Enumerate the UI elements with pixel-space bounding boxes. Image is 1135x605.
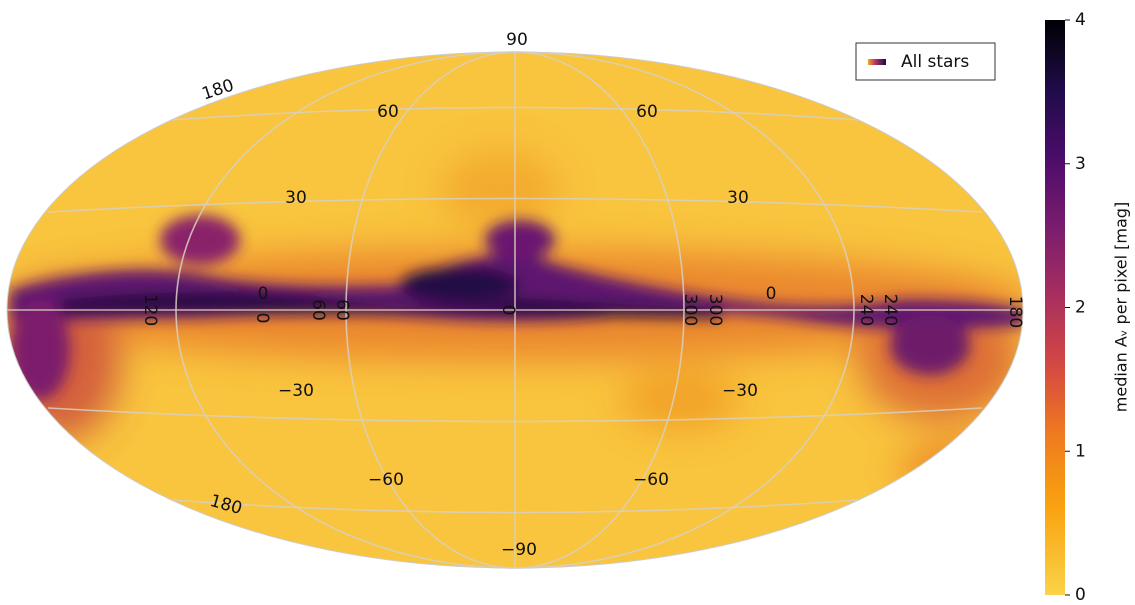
legend-label: All stars (901, 52, 969, 72)
grid-label: 300 (705, 294, 725, 326)
parallel (170, 499, 860, 514)
grid-label: 30 (285, 188, 307, 208)
colorbar-tick-label: 4 (1075, 10, 1086, 30)
grid-label: −90 (501, 540, 537, 560)
grid-label: 30 (727, 188, 749, 208)
colorbar-tick-label: 2 (1075, 298, 1086, 318)
colorbar-tick-label: 3 (1075, 154, 1086, 174)
graticule (6, 51, 1024, 569)
grid-label: 60 (377, 102, 399, 122)
colorbar-tick-label: 1 (1075, 441, 1086, 461)
parallel (47, 197, 983, 213)
grid-label: −60 (368, 470, 404, 490)
grid-label: 240 (856, 294, 876, 326)
grid-label: 0 (498, 305, 518, 316)
colorbar-label: median Aᵥ per pixel [mag] (1112, 202, 1131, 412)
colorbar-tick-label: 0 (1075, 585, 1086, 605)
grid-label: 180 (1005, 296, 1025, 328)
colorbar: median Aᵥ per pixel [mag] 0 1 2 3 4 (1045, 10, 1131, 605)
grid-label: −30 (722, 381, 758, 401)
legend: All stars (855, 42, 996, 81)
grid-label: 60 (332, 299, 352, 321)
grid-label: −60 (633, 470, 669, 490)
colorbar-gradient (1045, 20, 1065, 595)
parallel (47, 407, 983, 423)
grid-label: 300 (680, 294, 700, 326)
legend-swatch (868, 59, 886, 65)
grid-label: 0 (252, 313, 272, 324)
grid-label: 240 (880, 294, 900, 326)
grid-label: 90 (506, 30, 528, 50)
map-outline (6, 51, 1024, 569)
grid-label: −30 (278, 381, 314, 401)
grid-label: 60 (308, 299, 328, 321)
grid-label: 120 (140, 294, 160, 326)
grid-label: 0 (766, 284, 777, 304)
parallel (170, 106, 860, 121)
grid-label: 0 (258, 284, 269, 304)
grid-label: 60 (636, 102, 658, 122)
